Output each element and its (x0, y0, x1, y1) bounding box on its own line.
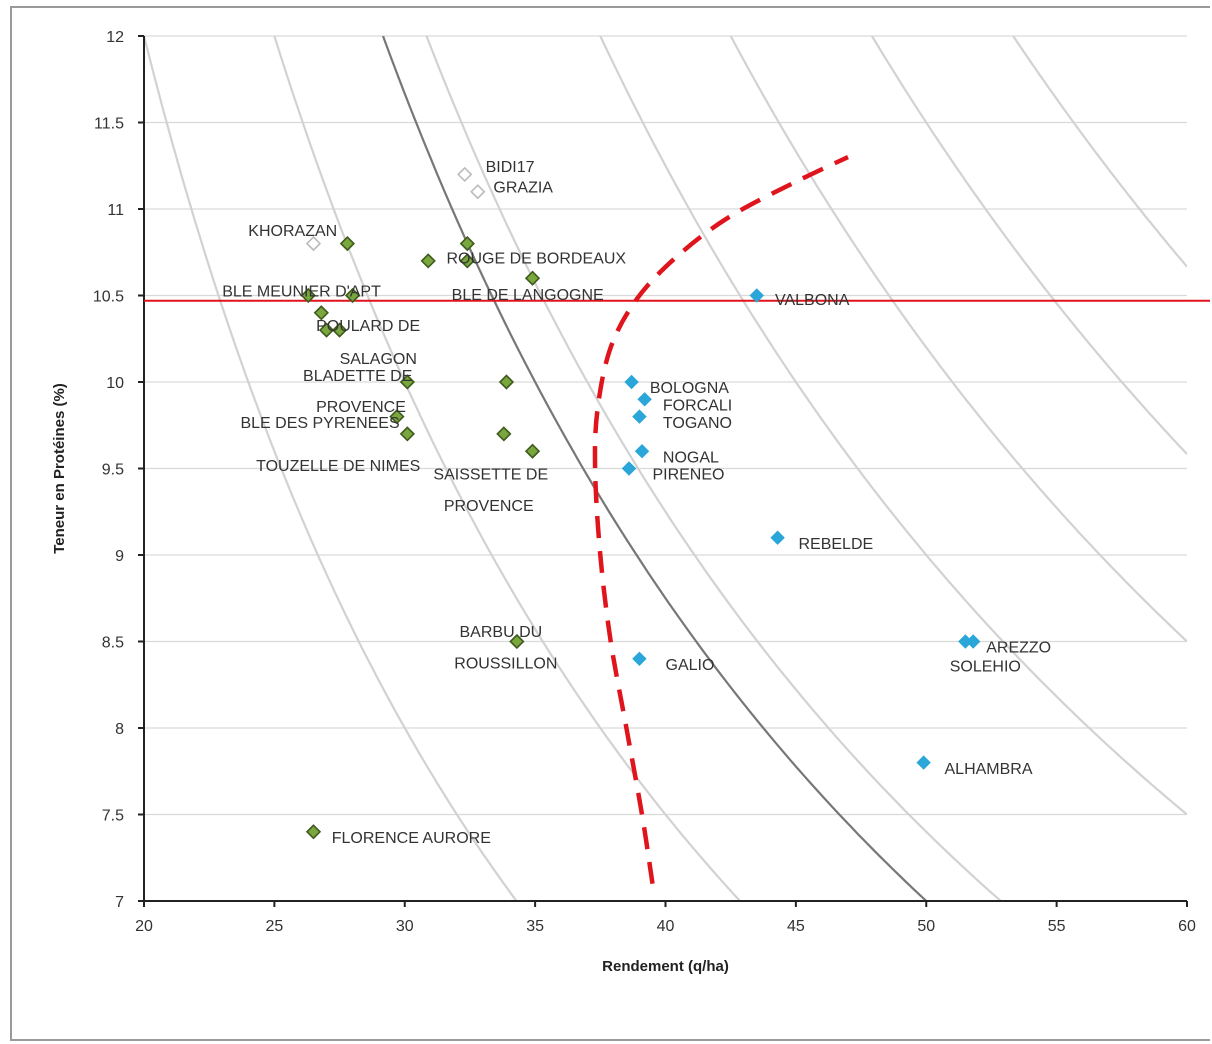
iso-curve-3 (599, 36, 1187, 816)
point-label-15: NOGAL (663, 449, 719, 466)
point-label-16: TOUZELLE DE NIMES (256, 458, 420, 475)
point-label-6: VALBONA (775, 292, 850, 309)
data-point-12 (331, 322, 348, 338)
point-label-14: TOGANO (663, 415, 732, 432)
point-label-17: SAISSETTE DE (433, 467, 548, 484)
data-point-8 (300, 287, 316, 304)
point-label-2: KHORAZAN (248, 223, 337, 240)
point-label-0: BIDI17 (486, 159, 535, 176)
data-point-23 (637, 392, 652, 407)
data-points (300, 166, 981, 840)
point-label-1: GRAZIA (493, 180, 553, 197)
y-tick-label-3: 8.5 (102, 635, 124, 652)
data-point-28 (632, 651, 647, 667)
point-label-27: FLORENCE AURORE (332, 830, 491, 847)
y-tick-label-4: 9 (115, 548, 124, 565)
data-point-31 (916, 755, 931, 770)
x-tick-label-6: 50 (917, 918, 935, 935)
chart-frame: 7 7.5 8 8.5 9 9.5 10 10.5 11 11.5 12 20 25 30 35 40 45 5… (10, 6, 1210, 1041)
data-point-30 (965, 634, 981, 649)
point-label-20: REBELDE (798, 536, 873, 553)
y-tick-label-6: 10 (106, 375, 124, 392)
point-label-4: BLE MEUNIER D'APT (222, 283, 381, 300)
point-label-22: AREZZO (986, 640, 1051, 657)
iso-curve-2 (425, 36, 1002, 901)
y-tick-label-8: 11 (107, 202, 124, 219)
x-tick-label-2: 30 (396, 918, 414, 935)
data-point-19 (509, 633, 525, 650)
y-tick-label-10: 12 (106, 29, 124, 46)
point-label-18: PIRENEO (652, 467, 724, 484)
data-point-6 (459, 253, 475, 269)
axes (138, 35, 1188, 907)
y-tick-label-9: 11.5 (94, 116, 124, 133)
point-label-10: BOLOGNA (650, 380, 729, 397)
data-point-21 (749, 288, 764, 303)
iso-curves (144, 36, 1187, 901)
data-point-20 (305, 824, 322, 840)
data-point-5 (459, 235, 475, 252)
point-label-24: GALIO (666, 657, 715, 674)
x-tick-label-4: 40 (657, 918, 675, 935)
y-tick-label-1: 7.5 (102, 808, 124, 825)
point-label-25: SOLEHIO (950, 659, 1021, 676)
data-point-22 (624, 374, 639, 390)
data-point-15 (389, 408, 405, 425)
point-label-3: ROUGE DE BORDEAUX (446, 250, 626, 267)
point-label-11: PROVENCE (316, 399, 406, 416)
point-label-5: BLE DE LANGOGNE (452, 287, 604, 304)
data-point-4 (420, 253, 436, 269)
data-point-9 (344, 287, 361, 304)
data-point-7 (524, 270, 541, 286)
data-point-24 (632, 409, 647, 424)
x-tick-label-0: 20 (135, 918, 153, 935)
y-tick-label-5: 9.5 (102, 462, 124, 479)
point-label-19: PROVENCE (444, 498, 534, 515)
point-label-9: BLADETTE DE (303, 368, 412, 385)
data-point-13 (399, 374, 415, 390)
data-point-14 (498, 374, 515, 390)
iso-curve-4 (729, 36, 1187, 643)
iso-curve-1 (273, 36, 741, 901)
reference-curve (381, 36, 928, 901)
iso-curve-5 (870, 36, 1187, 455)
scatter-chart: 7 7.5 8 8.5 9 9.5 10 10.5 11 11.5 12 20 25 30 35 40 45 5… (51, 29, 1210, 975)
red-dashed-curve (592, 155, 849, 885)
data-point-0 (457, 166, 473, 183)
point-label-23: ROUSSILLON (454, 655, 557, 672)
x-axis-label: Rendement (q/ha) (602, 958, 729, 975)
x-tick-label-3: 35 (526, 918, 544, 935)
data-point-26 (621, 461, 637, 476)
x-tick-label-7: 55 (1048, 918, 1066, 935)
data-point-16 (399, 426, 415, 442)
x-tick-label-8: 60 (1178, 918, 1196, 935)
point-label-7: POULARD DE (316, 318, 420, 335)
iso-curve-6 (1012, 36, 1187, 268)
y-tick-label-0: 7 (115, 894, 124, 911)
point-label-21: BARBU DU (460, 624, 543, 641)
data-point-27 (770, 530, 785, 545)
x-tick-labels: 20 25 30 35 40 45 50 55 60 (135, 918, 1196, 935)
y-tick-label-2: 8 (115, 721, 124, 738)
iso-curve-0 (144, 36, 518, 901)
y-tick-labels: 7 7.5 8 8.5 9 9.5 10 10.5 11 11.5 12 (93, 29, 124, 911)
point-label-12: FORCALI (663, 397, 732, 414)
point-labels: BIDI17 GRAZIA KHORAZAN ROUGE DE BORDEAUX BLE… (222, 159, 1051, 847)
point-label-13: BLE DES PYRENEES (240, 415, 399, 432)
data-point-11 (318, 322, 335, 338)
point-label-8: SALAGON (340, 351, 417, 368)
data-point-25 (634, 443, 650, 459)
data-point-3 (339, 235, 356, 252)
data-point-18 (524, 443, 541, 459)
data-point-2 (305, 235, 322, 252)
data-point-1 (470, 184, 486, 200)
x-tick-label-1: 25 (265, 918, 283, 935)
x-tick-label-5: 45 (787, 918, 805, 935)
data-point-17 (496, 426, 512, 442)
y-axis-label: Teneur en Protéines (%) (51, 383, 68, 554)
y-tick-label-7: 10.5 (93, 289, 124, 306)
data-point-10 (313, 305, 329, 321)
point-label-26: ALHAMBRA (945, 761, 1033, 778)
